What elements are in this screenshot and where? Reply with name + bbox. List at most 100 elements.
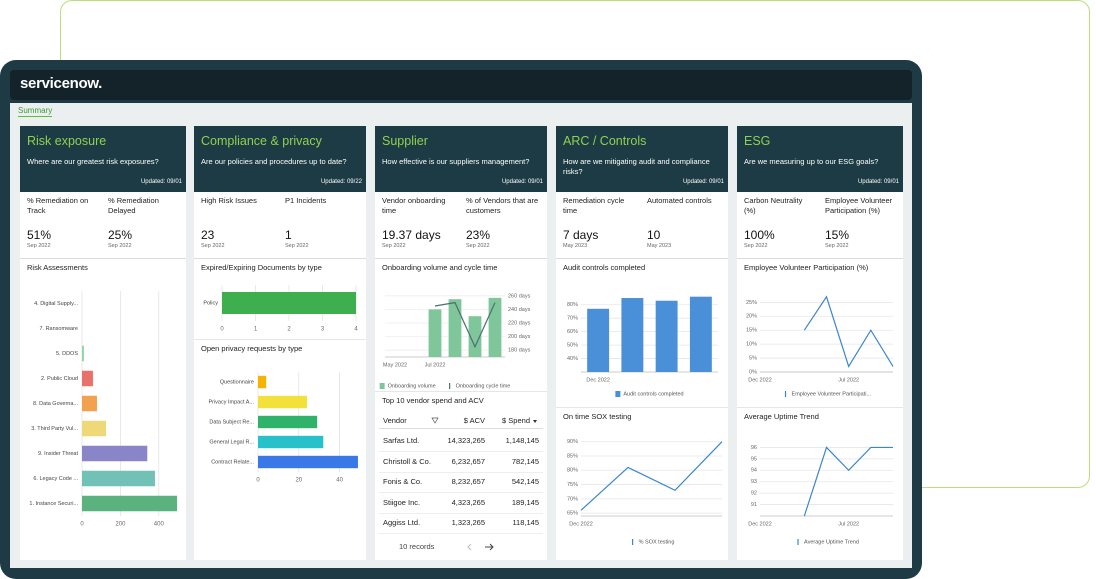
x-tick-label: 0 (80, 522, 84, 528)
bar (488, 297, 502, 357)
divider (379, 492, 543, 493)
table-cell: 1,323,265 (451, 518, 485, 527)
category-label: 1. Instance Securi... (29, 501, 78, 507)
legend: Employee Volunteer Participati... (784, 391, 872, 397)
legend: Average Uptime Trend (797, 539, 859, 545)
table-header: $ Spend (502, 416, 530, 425)
bar (222, 292, 356, 314)
prev-button[interactable] (467, 543, 472, 551)
y-tick-label: 40% (567, 356, 578, 362)
divider (737, 407, 903, 408)
x-tick-label: 4 (354, 327, 358, 333)
y-tick-label: 70% (567, 316, 578, 322)
panel-updated: Updated: 09/01 (140, 179, 182, 185)
kpi-value: 100% (744, 228, 775, 242)
chart-title: On time SOX testing (563, 412, 632, 421)
category-label: 7. Ransomware (39, 326, 78, 332)
category-label: Data Subject Re... (209, 419, 254, 425)
divider (379, 512, 543, 514)
x-tick-label: 1 (254, 327, 258, 333)
y-tick-label: 80% (567, 302, 578, 308)
next-button[interactable] (485, 543, 494, 551)
kpi-date: Sep 2022 (825, 243, 849, 249)
kpi-date: Sep 2022 (27, 243, 51, 249)
chart-title: Audit controls completed (563, 263, 646, 272)
kpi-label: Automated controls (647, 196, 712, 205)
panel: ARC / Controls How are we mitigating audi… (556, 126, 728, 560)
y2-tick-label: 240 days (508, 307, 531, 313)
legend: Onboarding volume Onboarding cycle time (379, 383, 510, 389)
kpi-label: % Remediation on Track (27, 196, 89, 215)
chart-title: Employee Volunteer Participation (%) (744, 263, 869, 272)
legend-label: % SOX testing (639, 539, 675, 545)
y2-tick-label: 180 days (508, 348, 531, 354)
kpi-label: Carbon Neutrality (%) (744, 196, 803, 215)
y-tick-label: 25% (746, 300, 757, 306)
kpi-date: Sep 2022 (108, 243, 132, 249)
divider (379, 428, 543, 429)
y-tick-label: 20% (746, 314, 757, 320)
divider (379, 533, 543, 534)
y-tick-label: 93 (751, 479, 757, 485)
legend-swatch (615, 391, 621, 397)
bar (448, 299, 462, 357)
kpi-label: P1 Incidents (285, 196, 327, 205)
bar (82, 395, 97, 412)
chart-title: Average Uptime Trend (744, 412, 819, 421)
category-label: 8. Data Governa... (33, 401, 78, 407)
y2-tick-label: 260 days (508, 293, 531, 299)
table-header: $ ACV (463, 416, 485, 425)
x-tick-label: Jul 2022 (838, 521, 859, 527)
category-label: General Legal R... (209, 439, 254, 445)
bar (655, 300, 678, 372)
panel-title: Compliance & privacy (201, 134, 322, 148)
panel-question: How effective is our suppliers managemen… (382, 157, 530, 166)
category-label: 4. Digital Supply... (34, 301, 78, 307)
table-cell: 782,145 (511, 456, 539, 466)
kpi-value: 23% (466, 228, 491, 242)
kpi-date: Sep 2022 (382, 243, 406, 249)
y2-tick-label: 220 days (508, 320, 531, 326)
category-label: Contract Relate... (211, 459, 254, 465)
panel: ESG Are we measuring up to our ESG goals?… (737, 126, 903, 560)
bar (82, 420, 106, 437)
line-series (434, 301, 496, 349)
kpi-value: 51% (27, 228, 52, 242)
y-tick-label: 15% (746, 328, 757, 334)
y-tick-label: 90% (567, 439, 578, 445)
chart: 65% 70% 75% 80% 85% 90% Dec 2022 % SOX testing (567, 439, 723, 545)
kpi-value: 7 days (563, 228, 599, 242)
legend-label: Employee Volunteer Participati... (792, 391, 872, 397)
y-tick-label: 94 (751, 468, 757, 474)
top-bar (10, 70, 912, 100)
x-tick-label: 40 (336, 478, 343, 484)
chart: 0 20 40 Questionnaire Privacy Impact A... Dat… (208, 372, 358, 484)
tab-summary[interactable]: Summary (18, 106, 53, 117)
legend-label: Average Uptime Trend (804, 539, 859, 545)
x-tick-label: 2 (287, 327, 291, 333)
divider (194, 339, 366, 340)
kpi-date: Sep 2022 (466, 243, 490, 249)
x-tick-label: Dec 2022 (569, 521, 593, 527)
bar (82, 495, 178, 512)
y-tick-label: 85% (567, 453, 578, 459)
panel: Risk exposure Where are our greatest risk… (20, 126, 186, 560)
panel-title: Risk exposure (27, 134, 107, 148)
chart: 0 200 400 4. Digital Supply... 7. Ransomware… (29, 291, 178, 528)
kpi-label: % of Vendors that are customers (466, 196, 539, 215)
header-icons (431, 417, 537, 424)
table-cell: 118,145 (512, 518, 539, 527)
table-cell: 14,323,265 (447, 436, 485, 445)
table-cell: 189,145 (511, 497, 539, 507)
table-cell: 542,145 (511, 477, 539, 486)
bar (258, 455, 358, 469)
kpi-date: Sep 2022 (285, 243, 309, 249)
divider (556, 407, 728, 408)
line-series (580, 441, 723, 511)
panel-question: Are our policies and procedures up to da… (201, 157, 347, 166)
kpi-date: May 2023 (647, 243, 672, 249)
category-label: 5. DDOS (56, 351, 78, 357)
panel-updated: Updated: 09/22 (320, 179, 362, 185)
panel: Compliance & privacy Are our policies and… (194, 126, 366, 560)
